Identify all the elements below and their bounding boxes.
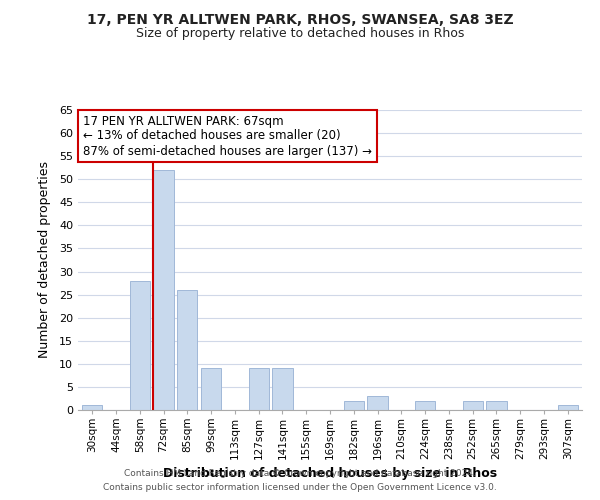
Bar	[201, 368, 221, 410]
Bar	[344, 401, 364, 410]
Bar	[154, 170, 173, 410]
Bar	[177, 290, 197, 410]
Text: 17 PEN YR ALLTWEN PARK: 67sqm
← 13% of detached houses are smaller (20)
87% of s: 17 PEN YR ALLTWEN PARK: 67sqm ← 13% of d…	[83, 114, 372, 158]
Bar	[272, 368, 293, 410]
Text: 17, PEN YR ALLTWEN PARK, RHOS, SWANSEA, SA8 3EZ: 17, PEN YR ALLTWEN PARK, RHOS, SWANSEA, …	[86, 12, 514, 26]
Bar	[82, 406, 103, 410]
Bar	[463, 401, 483, 410]
Y-axis label: Number of detached properties: Number of detached properties	[38, 162, 50, 358]
Bar	[557, 406, 578, 410]
Text: Contains public sector information licensed under the Open Government Licence v3: Contains public sector information licen…	[103, 484, 497, 492]
X-axis label: Distribution of detached houses by size in Rhos: Distribution of detached houses by size …	[163, 468, 497, 480]
Text: Size of property relative to detached houses in Rhos: Size of property relative to detached ho…	[136, 28, 464, 40]
Bar	[487, 401, 506, 410]
Bar	[367, 396, 388, 410]
Bar	[248, 368, 269, 410]
Bar	[130, 281, 150, 410]
Text: Contains HM Land Registry data © Crown copyright and database right 2024.: Contains HM Land Registry data © Crown c…	[124, 468, 476, 477]
Bar	[415, 401, 435, 410]
